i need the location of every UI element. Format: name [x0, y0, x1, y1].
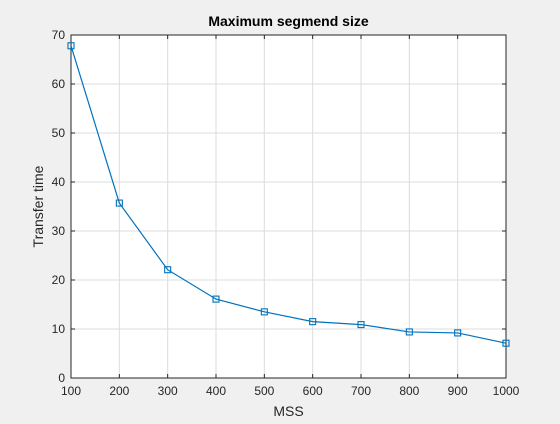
y-tick-label: 0 [58, 371, 65, 385]
y-tick-label: 50 [52, 126, 66, 140]
y-axis-label: Transfer time [30, 165, 46, 247]
y-tick-label: 60 [52, 77, 66, 91]
x-tick-label: 400 [206, 384, 226, 398]
axes [70, 34, 507, 379]
y-tick-label: 30 [52, 224, 66, 238]
x-ticks: 100 200 300 400 500 600 700 800 900 1000 [61, 35, 520, 398]
y-tick-label: 10 [52, 322, 66, 336]
data-point [454, 329, 462, 337]
series [67, 42, 510, 347]
plot-background [71, 35, 506, 378]
x-tick-label: 900 [448, 384, 468, 398]
x-tick-label: 1000 [493, 384, 520, 398]
y-tick-label: 40 [52, 175, 66, 189]
x-tick-label: 100 [61, 384, 81, 398]
y-tick-label: 70 [52, 28, 66, 42]
data-point [502, 339, 510, 347]
x-tick-label: 800 [399, 384, 419, 398]
data-point [405, 328, 413, 336]
data-point [67, 42, 75, 50]
x-tick-label: 600 [303, 384, 323, 398]
data-point [115, 199, 123, 207]
data-point [212, 295, 220, 303]
data-point [309, 318, 317, 326]
x-tick-label: 200 [109, 384, 129, 398]
data-point [164, 266, 172, 274]
x-axis-label: MSS [273, 403, 303, 419]
chart-title: Maximum segmend size [208, 13, 368, 29]
y-tick-label: 20 [52, 273, 66, 287]
x-tick-label: 700 [351, 384, 371, 398]
x-tick-label: 300 [158, 384, 178, 398]
y-ticks: 0 10 20 30 40 50 60 70 [52, 28, 506, 385]
data-point [357, 321, 365, 329]
series-line [70, 45, 507, 344]
axes-box [70, 34, 507, 379]
data-point [260, 308, 268, 316]
x-tick-label: 500 [254, 384, 274, 398]
